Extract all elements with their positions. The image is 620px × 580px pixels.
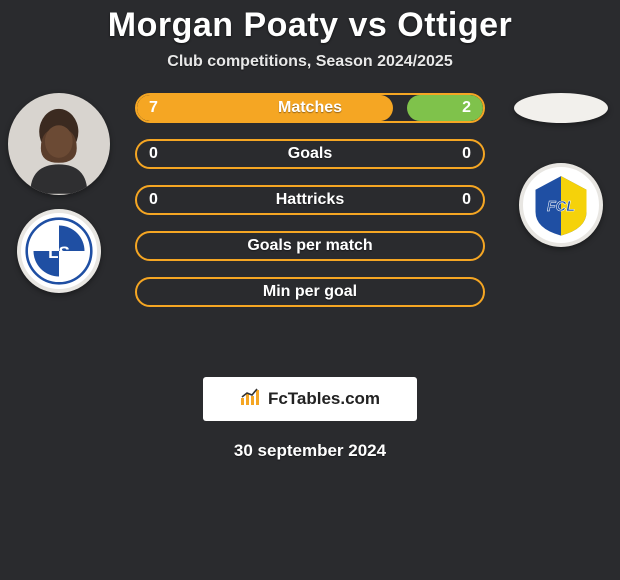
title-player1: Morgan Poaty [108, 6, 339, 44]
subtitle: Club competitions, Season 2024/2025 [0, 53, 620, 71]
branding-badge: FcTables.com [203, 377, 417, 421]
comparison-card: Morgan Poaty vs Ottiger Club competition… [0, 0, 620, 461]
stat-bar: 00Hattricks [135, 185, 485, 215]
title-player2: Ottiger [397, 6, 512, 44]
stat-label: Goals [137, 145, 483, 163]
svg-text:FCL: FCL [547, 199, 575, 215]
chart-icon [240, 388, 262, 411]
svg-text:LS: LS [48, 243, 70, 262]
stat-bar: Min per goal [135, 277, 485, 307]
stat-label: Hattricks [137, 191, 483, 209]
branding-text: FcTables.com [268, 389, 380, 409]
player-left-avatar [8, 93, 110, 195]
title-vs: vs [349, 6, 388, 44]
club-badge-icon: FCL [527, 171, 595, 239]
player-right-avatar-placeholder [514, 93, 608, 123]
stat-label: Min per goal [137, 283, 483, 301]
person-icon [18, 103, 100, 195]
stat-bars: 72Matches 00Goals 00Hattricks Goals per mat… [135, 93, 485, 307]
player-right-column: FCL [506, 93, 616, 247]
page-title: Morgan Poaty vs Ottiger [0, 6, 620, 45]
player-left-column: LS [4, 93, 114, 293]
stat-label: Goals per match [137, 237, 483, 255]
club-badge-icon: LS [25, 217, 93, 285]
player-right-club-badge: FCL [519, 163, 603, 247]
stat-bar: 00Goals [135, 139, 485, 169]
player-left-club-badge: LS [17, 209, 101, 293]
comparison-area: LS FCL 72Matches 00Goals 00Hattricks Goals … [0, 93, 620, 353]
stat-label: Matches [137, 99, 483, 117]
stat-bar: Goals per match [135, 231, 485, 261]
stat-bar: 72Matches [135, 93, 485, 123]
date-label: 30 september 2024 [0, 441, 620, 461]
